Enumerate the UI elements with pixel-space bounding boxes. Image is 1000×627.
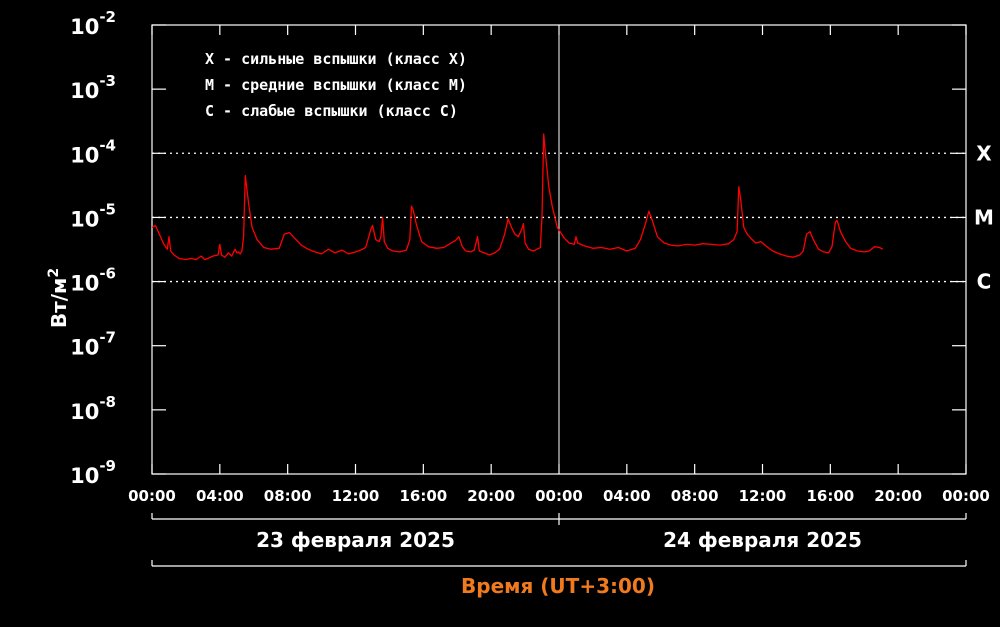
legend-entry: C - слабые вспышки (класс C) <box>205 102 458 120</box>
y-tick-label: 10-9 <box>70 457 116 488</box>
y-tick-label: 10-2 <box>70 8 116 39</box>
legend-entry: X - сильные вспышки (класс X) <box>205 50 467 68</box>
y-tick-label: 10-5 <box>70 200 116 231</box>
y-axis-ticks: 10-2 10-3 10-4 10-5 10-6 10-7 10-8 10-9 <box>70 8 966 488</box>
legend: X - сильные вспышки (класс X) M - средние… <box>205 50 467 120</box>
x-tick-label: 04:00 <box>603 487 651 505</box>
class-label: C <box>977 270 992 294</box>
x-tick-label: 16:00 <box>806 487 854 505</box>
x-tick-label: 00:00 <box>535 487 583 505</box>
class-threshold-lines <box>152 152 966 283</box>
y-tick-label: 10-8 <box>70 393 116 424</box>
legend-entry: M - средние вспышки (класс M) <box>205 76 467 94</box>
x-tick-label: 08:00 <box>264 487 312 505</box>
y-tick-label: 10-7 <box>70 329 116 360</box>
x-tick-label: 08:00 <box>671 487 719 505</box>
y-tick-label: 10-4 <box>70 136 116 167</box>
date-label: 24 февраля 2025 <box>663 528 862 552</box>
date-label: 23 февраля 2025 <box>256 528 455 552</box>
series-layer <box>151 133 884 261</box>
y-tick-label: 10-3 <box>70 72 116 103</box>
x-tick-label: 20:00 <box>467 487 515 505</box>
y-axis-label: Вт/м2 <box>46 268 71 328</box>
x-tick-label: 00:00 <box>942 487 990 505</box>
series-line <box>151 133 884 261</box>
y-tick-label: 10-6 <box>70 265 116 296</box>
x-tick-label: 16:00 <box>399 487 447 505</box>
x-tick-label: 20:00 <box>874 487 922 505</box>
x-axis-title: Время (UT+3:00) <box>461 574 655 598</box>
x-tick-label: 04:00 <box>196 487 244 505</box>
x-tick-label: 12:00 <box>332 487 380 505</box>
class-labels: X M C <box>974 141 994 293</box>
x-tick-label: 00:00 <box>128 487 176 505</box>
class-label: M <box>974 205 994 229</box>
x-axis-ticks: 00:00 04:00 08:00 12:00 16:00 20:00 00:00 04:00… <box>128 25 990 505</box>
class-label: X <box>976 141 992 165</box>
date-bracket: 23 февраля 2025 24 февраля 2025 <box>151 513 967 567</box>
x-tick-label: 12:00 <box>739 487 787 505</box>
